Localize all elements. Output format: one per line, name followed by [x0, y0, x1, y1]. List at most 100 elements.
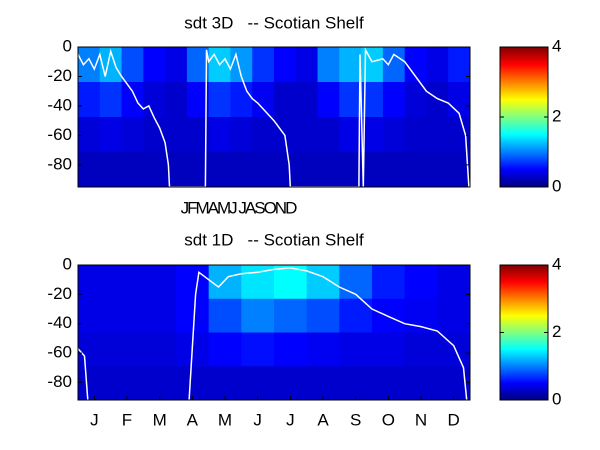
heat-cell: [186, 117, 210, 153]
colorbar-label: 4: [552, 254, 561, 273]
heat-cell: [361, 117, 384, 153]
heat-cell: [99, 152, 123, 188]
heat-cell: [121, 152, 144, 188]
heat-cell: [404, 82, 427, 118]
x-tick-label: J: [286, 410, 295, 429]
heat-cell: [295, 117, 319, 153]
x-tick-label: O: [382, 410, 395, 429]
axes-box: [77, 46, 471, 188]
heat-cell: [426, 82, 449, 118]
heat-cell: [295, 152, 319, 188]
heat-cell: [306, 265, 340, 300]
heat-cell: [274, 298, 308, 333]
heat-cell: [306, 298, 340, 333]
heat-cell: [78, 332, 112, 367]
heat-cell: [78, 366, 112, 401]
y-tick-label: -40: [47, 95, 72, 114]
heat-cell: [208, 332, 242, 367]
heat-cell: [241, 332, 275, 367]
x-tick-label: N: [415, 410, 427, 429]
heat-cell: [274, 82, 297, 118]
heat-cell: [361, 82, 384, 118]
x-tick-label: A: [187, 410, 199, 429]
heat-cell: [241, 298, 275, 333]
colorbar-label: 2: [552, 106, 561, 125]
heat-cell: [252, 47, 275, 83]
colorbar-label: 4: [552, 36, 561, 55]
heat-cell: [382, 47, 406, 83]
heat-cell: [448, 82, 471, 118]
heat-cell: [78, 298, 112, 333]
mld-line: [78, 47, 470, 187]
heat-cell: [339, 332, 373, 367]
heat-cell: [372, 332, 406, 367]
heat-cell: [165, 117, 188, 153]
heat-cell: [208, 82, 231, 118]
heat-cell: [404, 332, 438, 367]
heat-cell: [78, 117, 101, 153]
heat-cell: [186, 47, 210, 83]
y-tick-label: -80: [47, 372, 72, 391]
heat-cell: [404, 366, 438, 401]
heat-cell: [339, 366, 373, 401]
heat-cell: [448, 117, 471, 153]
heat-cell: [99, 82, 123, 118]
heat-cell: [426, 152, 449, 188]
x-tick-text: JFMAMJ JASOND: [181, 198, 297, 217]
heat-cell: [143, 152, 166, 188]
y-tick-label: 0: [63, 254, 72, 273]
heat-cell: [143, 47, 166, 83]
heat-cell: [176, 265, 210, 300]
x-tick-label: F: [122, 410, 132, 429]
heat-cell: [274, 332, 308, 367]
x-tick-label: A: [317, 410, 329, 429]
colorbar-label: 2: [552, 322, 561, 341]
heat-cell: [230, 117, 253, 153]
heat-cell: [295, 47, 319, 83]
colorbar-label: 0: [552, 389, 561, 408]
heat-cell: [186, 152, 210, 188]
heat-cell: [339, 152, 362, 188]
x-tick-label: J: [253, 410, 262, 429]
heat-cell: [339, 117, 362, 153]
heat-cell: [121, 117, 144, 153]
heat-cell: [361, 47, 384, 83]
heat-cell: [143, 332, 177, 367]
heat-cell: [317, 82, 340, 118]
heat-cell: [143, 366, 177, 401]
heat-cell: [176, 298, 210, 333]
title: sdt 1D -- Scotian Shelf: [184, 230, 364, 249]
mld-line: [78, 267, 468, 400]
heat-cell: [165, 47, 188, 83]
axes-box: [77, 264, 471, 401]
heat-cell: [339, 298, 373, 333]
heat-cell: [165, 82, 188, 118]
heat-cell: [176, 366, 210, 401]
heat-cell: [274, 47, 297, 83]
heat-cell: [404, 117, 427, 153]
heat-cell: [208, 152, 231, 188]
heat-cell: [339, 82, 362, 118]
heat-cell: [165, 152, 188, 188]
heat-cell: [208, 298, 242, 333]
x-tick-label: J: [90, 410, 99, 429]
y-tick-label: 0: [63, 36, 72, 55]
heat-cell: [372, 366, 406, 401]
y-tick-label: -20: [47, 66, 72, 85]
colorbar-label: 0: [552, 176, 561, 195]
heat-cell: [404, 47, 427, 83]
heat-cell: [110, 298, 144, 333]
heat-cell: [252, 117, 275, 153]
heat-cell: [306, 366, 340, 401]
heat-cell: [208, 265, 242, 300]
heat-cell: [426, 47, 449, 83]
heat-cell: [372, 265, 406, 300]
heat-cell: [426, 117, 449, 153]
heat-cell: [317, 47, 340, 83]
heat-cell: [448, 152, 471, 188]
heat-cell: [404, 152, 427, 188]
colorbar: [499, 264, 549, 401]
heat-cell: [208, 366, 242, 401]
heat-cell: [295, 82, 319, 118]
